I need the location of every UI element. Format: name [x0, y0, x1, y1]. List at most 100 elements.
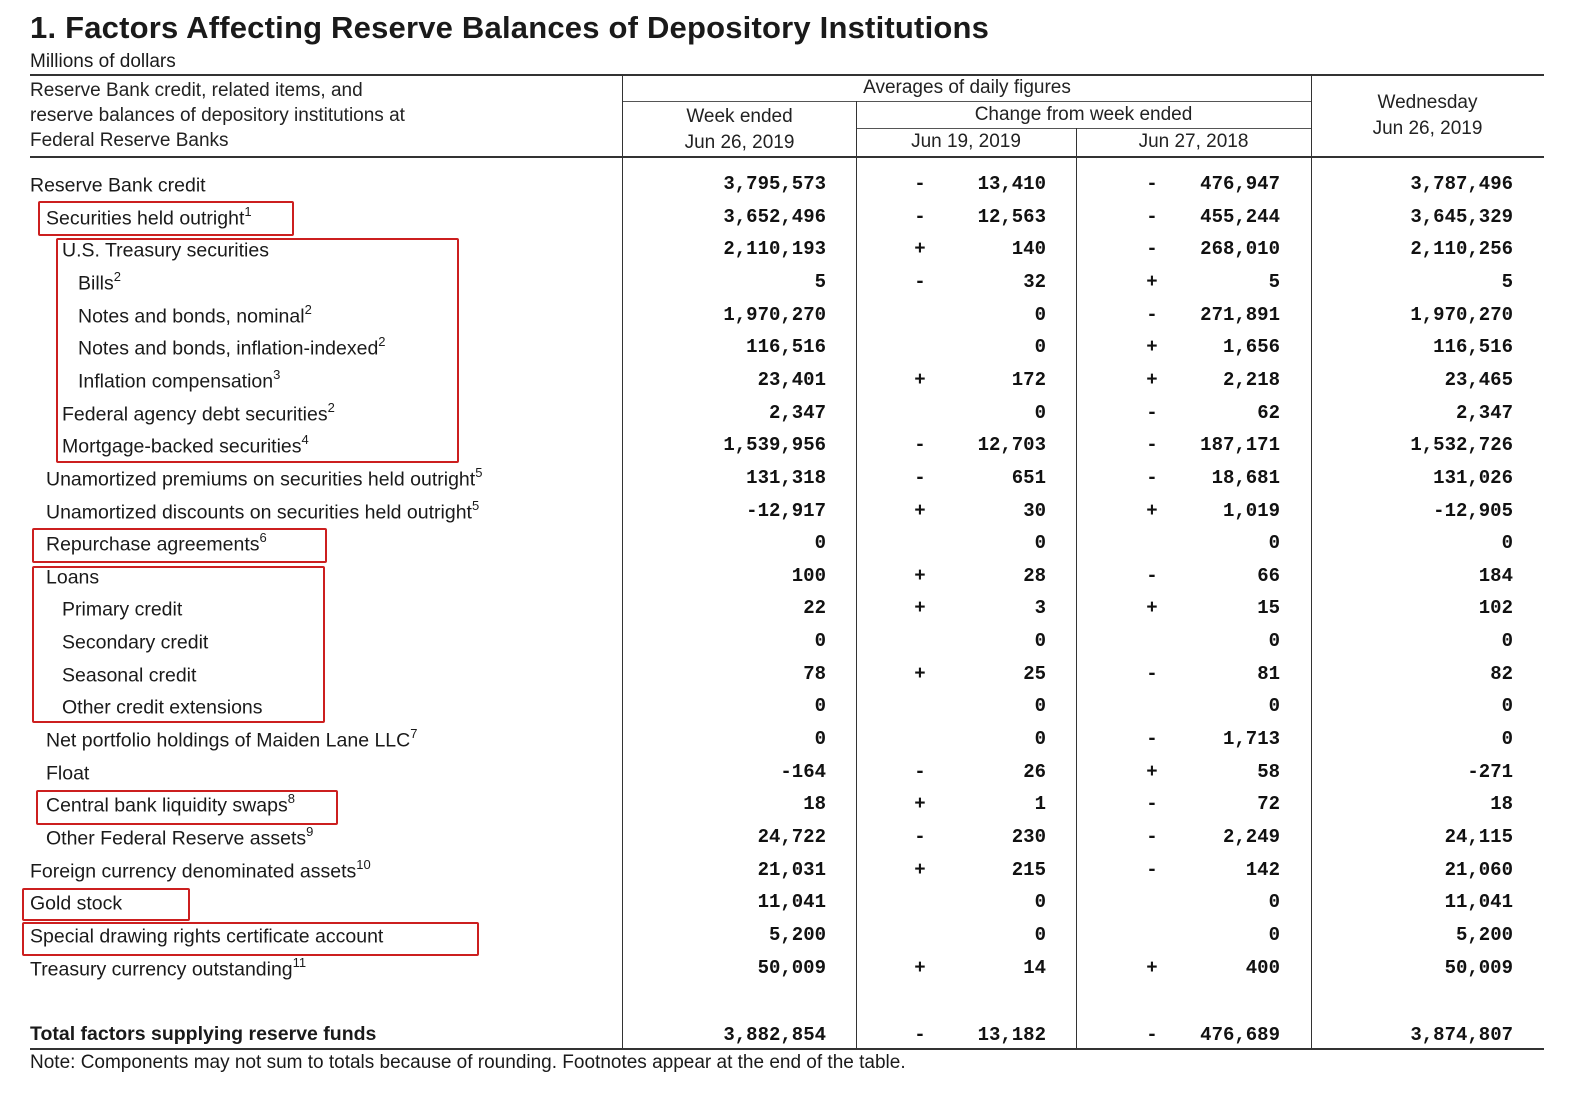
change2-value: 1,019: [1222, 499, 1280, 522]
change-col2-header: Jun 27, 2018: [1138, 131, 1249, 152]
change2-value: 1,713: [1222, 728, 1280, 751]
week-value: 1,970,270: [723, 303, 826, 326]
table-row: Float -164 - 26 +58 -271: [0, 760, 1596, 793]
row-label-text: Other Federal Reserve assets: [46, 827, 307, 850]
wednesday-value: 131,026: [1433, 466, 1513, 489]
change1-value: 0: [1034, 532, 1046, 555]
week-value: 131,318: [746, 466, 826, 489]
units-label: Millions of dollars: [30, 51, 176, 72]
wednesday-value: 184: [1478, 564, 1513, 587]
col-divider-3: [1076, 128, 1077, 1049]
footnote-ref: 3: [273, 366, 281, 382]
change-col1-header: Jun 19, 2019: [911, 131, 1021, 152]
change1-sign: -: [914, 760, 926, 783]
change2-value: 400: [1245, 956, 1280, 979]
change2-sign: +: [1146, 368, 1158, 391]
row-label-text: Net portfolio holdings of Maiden Lane LL…: [46, 729, 411, 752]
change1-value: 215: [1011, 858, 1046, 881]
col-divider-1: [622, 74, 623, 1049]
wednesday-header: Wednesday Jun 26, 2019: [1311, 90, 1544, 142]
change2-sign: -: [1146, 303, 1158, 326]
row-label-text: Foreign currency denominated assets: [30, 860, 357, 883]
wednesday-value: 0: [1501, 532, 1513, 555]
table-row: Foreign currency denominated assets10 21,…: [0, 856, 1596, 891]
change1-value: 0: [1034, 336, 1046, 359]
change1-value: 172: [1011, 368, 1046, 391]
highlight-sdr-certificate: [22, 922, 479, 956]
header-top-rule: [30, 74, 1544, 76]
change1-value: 0: [1034, 923, 1046, 946]
wednesday-value: 102: [1478, 597, 1513, 620]
change2-value: 455,244: [1200, 205, 1280, 228]
table-row: Unamortized premiums on securities held …: [0, 464, 1596, 499]
week-value: 24,722: [757, 826, 826, 848]
row-label: Securities held outright1: [46, 203, 252, 231]
change1-sign: +: [914, 368, 926, 391]
wednesday-value: 0: [1501, 630, 1513, 653]
change2-value: 2,249: [1222, 826, 1280, 848]
change1-value: 26: [1023, 760, 1046, 783]
row-label-text: Float: [46, 762, 90, 785]
footnote-ref: 5: [475, 464, 483, 480]
row-label-text: Federal agency debt securities: [62, 403, 328, 426]
change1-sign: +: [914, 956, 926, 979]
table-row: Unamortized discounts on securities held…: [0, 498, 1596, 532]
change2-sign: +: [1146, 956, 1158, 979]
wednesday-value: 0: [1501, 728, 1513, 751]
table-row: Notes and bonds, inflation-indexed2 116,5…: [0, 334, 1596, 368]
change2-sign: -: [1146, 205, 1158, 228]
table-row: Inflation compensation3 23,401 +172 +2,218 2…: [0, 366, 1596, 401]
table-row: Seasonal credit 78 +25 - 81 82: [0, 662, 1596, 695]
week-value: 50,009: [757, 956, 826, 979]
change1-sign: +: [914, 597, 926, 620]
footnote-ref: 1: [244, 203, 252, 219]
row-label: Federal agency debt securities2: [62, 399, 335, 427]
change2-value: 58: [1257, 760, 1280, 783]
change2-value: 0: [1268, 532, 1280, 555]
change2-sign: +: [1146, 336, 1158, 359]
wednesday-value: 23,465: [1444, 368, 1513, 391]
row-label: Repurchase agreements6: [46, 530, 267, 557]
change1-value: 30: [1023, 499, 1046, 522]
change2-sign: +: [1146, 270, 1158, 293]
table-row: Net portfolio holdings of Maiden Lane LL…: [0, 726, 1596, 760]
footnote-ref: 2: [113, 268, 121, 284]
row-label-text: Repurchase agreements: [46, 533, 260, 556]
row-label-text: Central bank liquidity swaps: [46, 794, 288, 817]
table-row: Special drawing rights certificate accou…: [0, 923, 1596, 956]
stub-header: Reserve Bank credit, related items, and …: [30, 78, 405, 153]
week-value: 2,110,193: [723, 238, 826, 261]
change1-sign: +: [914, 662, 926, 685]
row-label-text: Special drawing rights certificate accou…: [30, 925, 384, 948]
change1-value: 0: [1034, 891, 1046, 914]
highlight-central-bank-swaps: [36, 790, 338, 825]
row-label: Float: [46, 760, 89, 786]
wednesday-value: 82: [1490, 662, 1513, 685]
footnote-ref: 10: [356, 856, 371, 872]
wednesday-value: 2,347: [1455, 401, 1513, 424]
change2-value: 62: [1257, 401, 1280, 424]
row-label-text: Primary credit: [62, 598, 183, 621]
change1-value: 3: [1034, 597, 1046, 620]
footnote-ref: 6: [259, 530, 267, 546]
row-label: Primary credit: [62, 596, 182, 622]
change2-value: 18,681: [1211, 466, 1280, 489]
footnote-ref: 2: [327, 399, 335, 415]
week-value: 2,347: [768, 401, 826, 424]
week-value: 11,041: [757, 891, 826, 914]
change2-value: 476,947: [1200, 173, 1280, 195]
change1-sign: -: [914, 434, 926, 457]
table-row: Primary credit 22 +3 +15 102: [0, 596, 1596, 629]
change2-value: 187,171: [1200, 434, 1280, 457]
row-label-text: Bills: [78, 272, 114, 295]
week-value: 22: [803, 597, 826, 620]
change2-value: 5: [1268, 270, 1280, 293]
change2-value: 0: [1268, 923, 1280, 946]
change2-sign: -: [1146, 238, 1158, 261]
change1-sign: +: [914, 793, 926, 816]
row-label-text: Notes and bonds, inflation-indexed: [78, 337, 379, 360]
wednesday-value: 3,874,807: [1410, 1024, 1513, 1046]
table-row: Securities held outright1 3,652,496 - 12,56…: [0, 203, 1596, 238]
row-label: Other credit extensions: [62, 694, 263, 720]
row-label: Unamortized discounts on securities held…: [46, 498, 479, 525]
